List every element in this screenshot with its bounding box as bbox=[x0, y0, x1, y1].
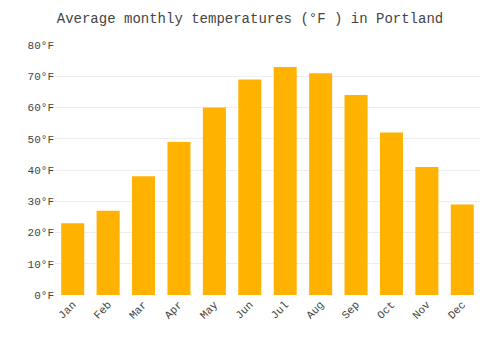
svg-text:30°F: 30°F bbox=[28, 196, 54, 208]
svg-text:Feb: Feb bbox=[92, 299, 114, 321]
svg-text:50°F: 50°F bbox=[28, 134, 54, 146]
svg-text:Sep: Sep bbox=[340, 299, 362, 321]
svg-text:60°F: 60°F bbox=[28, 102, 54, 114]
svg-text:Average monthly temperatures (: Average monthly temperatures (°F ) in Po… bbox=[57, 11, 443, 27]
svg-text:Apr: Apr bbox=[162, 299, 184, 321]
svg-text:Nov: Nov bbox=[410, 299, 433, 322]
svg-text:0°F: 0°F bbox=[34, 290, 54, 302]
svg-text:40°F: 40°F bbox=[28, 165, 54, 177]
svg-text:Mar: Mar bbox=[127, 299, 149, 321]
svg-text:80°F: 80°F bbox=[28, 40, 54, 52]
svg-text:10°F: 10°F bbox=[28, 259, 54, 271]
svg-text:May: May bbox=[198, 299, 221, 322]
svg-text:Jul: Jul bbox=[269, 299, 291, 321]
svg-text:Dec: Dec bbox=[446, 299, 468, 321]
svg-text:20°F: 20°F bbox=[28, 227, 54, 239]
svg-text:Jan: Jan bbox=[56, 299, 78, 321]
svg-text:Aug: Aug bbox=[304, 299, 326, 321]
svg-text:70°F: 70°F bbox=[28, 71, 54, 83]
svg-text:Oct: Oct bbox=[375, 299, 397, 321]
svg-text:Jun: Jun bbox=[233, 299, 255, 321]
